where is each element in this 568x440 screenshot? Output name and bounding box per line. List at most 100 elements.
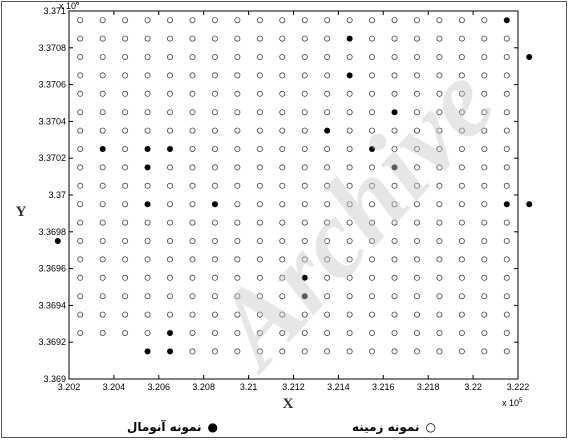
background-sample-point [413, 164, 420, 171]
y-tick-label: 3.3694 [38, 300, 66, 310]
background-sample-point [189, 127, 196, 134]
background-sample-point [391, 311, 398, 318]
background-sample-point [301, 35, 308, 42]
background-sample-point [144, 127, 151, 134]
background-sample-point [211, 348, 218, 355]
background-sample-point [346, 164, 353, 171]
background-sample-point [391, 329, 398, 336]
background-sample-point [436, 329, 443, 336]
background-sample-point [503, 237, 510, 244]
background-sample-point [77, 237, 84, 244]
background-sample-point [346, 145, 353, 152]
y-tick-label: 3.3692 [38, 337, 66, 347]
background-sample-point [481, 237, 488, 244]
background-sample-point [481, 164, 488, 171]
background-sample-point [369, 109, 376, 116]
background-sample-point [122, 90, 129, 97]
background-sample-point [279, 164, 286, 171]
y-tick-label: 3.3698 [38, 227, 66, 237]
background-sample-point [211, 17, 218, 24]
background-sample-point [144, 293, 151, 300]
background-sample-point [279, 145, 286, 152]
background-sample-point [122, 17, 129, 24]
background-sample-point [301, 164, 308, 171]
background-sample-point [122, 293, 129, 300]
anomalous-sample-point [301, 274, 308, 281]
background-sample-point [211, 35, 218, 42]
background-sample-point [211, 145, 218, 152]
background-sample-point [436, 293, 443, 300]
background-sample-point [436, 35, 443, 42]
x-tick-label: 3.212 [282, 382, 305, 392]
background-sample-point [144, 311, 151, 318]
background-sample-point [503, 109, 510, 116]
background-sample-point [413, 72, 420, 79]
background-sample-point [234, 164, 241, 171]
background-sample-point [324, 72, 331, 79]
background-sample-point [346, 274, 353, 281]
background-sample-point [301, 72, 308, 79]
anomalous-sample-point [99, 146, 106, 152]
background-sample-point [346, 237, 353, 244]
background-sample-point [122, 237, 129, 244]
background-sample-point [458, 17, 465, 24]
background-sample-point [436, 274, 443, 281]
background-sample-point [458, 256, 465, 263]
background-sample-point [189, 164, 196, 171]
legend-marker-filled: ● [207, 420, 219, 434]
background-sample-point [324, 329, 331, 336]
background-sample-point [234, 348, 241, 355]
background-sample-point [481, 35, 488, 42]
background-sample-point [436, 127, 443, 134]
background-sample-point [436, 201, 443, 208]
background-sample-point [458, 35, 465, 42]
background-sample-point [436, 145, 443, 152]
background-sample-point [481, 90, 488, 97]
background-sample-point [346, 293, 353, 300]
background-sample-point [369, 90, 376, 97]
background-sample-point [301, 348, 308, 355]
plot-frame [68, 10, 519, 380]
background-sample-point [77, 35, 84, 42]
x-tick-label: 3.216 [372, 382, 395, 392]
background-sample-point [189, 219, 196, 226]
background-sample-point [346, 90, 353, 97]
background-sample-point [346, 348, 353, 355]
background-sample-point [481, 311, 488, 318]
background-sample-point [324, 17, 331, 24]
background-sample-point [369, 182, 376, 189]
background-sample-point [413, 17, 420, 24]
background-sample-point [77, 256, 84, 263]
background-sample-point [189, 109, 196, 116]
background-sample-point [144, 182, 151, 189]
anomalous-sample-point [211, 201, 218, 208]
legend-marker-open: ○ [425, 420, 436, 434]
background-sample-point [144, 274, 151, 281]
background-sample-point [369, 164, 376, 171]
background-sample-point [279, 256, 286, 263]
background-sample-point [234, 237, 241, 244]
background-sample-point [279, 348, 286, 355]
background-sample-point [144, 17, 151, 24]
background-sample-point [256, 256, 263, 263]
background-sample-point [346, 329, 353, 336]
background-sample-point [369, 127, 376, 134]
background-sample-point [167, 219, 174, 226]
background-sample-point [301, 219, 308, 226]
background-sample-point [144, 219, 151, 226]
background-sample-point [369, 274, 376, 281]
background-sample-point [324, 348, 331, 355]
background-sample-point [77, 17, 84, 24]
background-sample-point [167, 311, 174, 318]
background-sample-point [234, 293, 241, 300]
background-sample-point [211, 72, 218, 79]
y-tick-label: 3.3706 [38, 80, 66, 90]
background-sample-point [481, 201, 488, 208]
background-sample-point [391, 237, 398, 244]
background-sample-point [256, 54, 263, 61]
background-sample-point [481, 127, 488, 134]
background-sample-point [167, 256, 174, 263]
background-sample-point [211, 256, 218, 263]
background-sample-point [234, 182, 241, 189]
background-sample-point [458, 182, 465, 189]
